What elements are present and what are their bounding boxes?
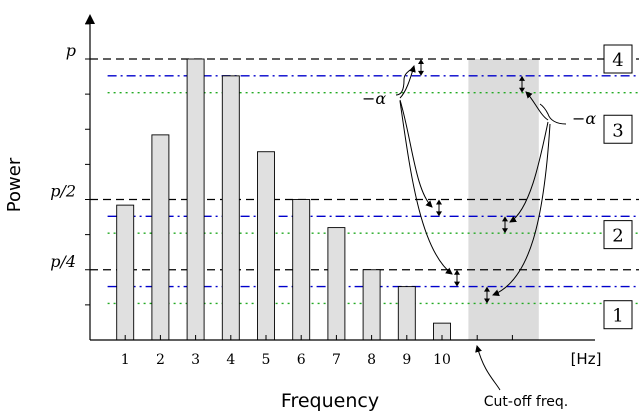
- band-label-4: 4: [612, 50, 623, 71]
- y-tick-label: p: [66, 41, 76, 60]
- bar-9: [397, 286, 416, 341]
- alpha-arrow-f: [492, 123, 551, 296]
- alpha-arrowhead: [484, 298, 490, 304]
- cutoff-arrow: [475, 345, 501, 391]
- x-tick-label: 1: [121, 352, 130, 368]
- bar-5: [257, 151, 275, 341]
- alpha-arrow-e: [509, 121, 549, 223]
- x-axis-unit: [Hz]: [571, 350, 602, 368]
- x-tick-label: 9: [402, 352, 411, 368]
- y-ticks: p p/2 p/4: [50, 23, 90, 306]
- x-tick-label: 4: [226, 352, 235, 368]
- alpha-arrowhead: [519, 75, 525, 81]
- bar-1: [116, 204, 135, 341]
- alpha-label-left: −α: [362, 89, 386, 108]
- alpha-annotations: [395, 59, 567, 304]
- alpha-arrowhead: [502, 216, 508, 222]
- bar-7: [327, 227, 346, 341]
- alpha-arrowhead: [484, 286, 490, 292]
- band-box-1: [603, 300, 633, 330]
- bar-4: [221, 75, 240, 341]
- cutoff-label: Cut-off freq.: [484, 394, 568, 410]
- alpha-brace-right: [539, 103, 567, 125]
- alpha-arrow-d: [525, 91, 549, 121]
- x-tick-label: 7: [332, 352, 341, 368]
- band-label-1: 1: [612, 306, 623, 327]
- band-box-2: [603, 220, 633, 250]
- alpha-arrowhead: [418, 59, 424, 64]
- x-tick-label: 10: [433, 352, 451, 368]
- band-box-3: [603, 114, 633, 144]
- y-axis-label: Power: [4, 157, 25, 212]
- band-label-3: 3: [612, 120, 623, 141]
- alpha-arrowhead: [436, 211, 442, 217]
- band-box-4: [603, 44, 633, 74]
- alpha-arrowhead: [502, 228, 508, 234]
- band-label-2: 2: [612, 226, 623, 247]
- alpha-brace-left: [395, 69, 411, 96]
- alpha-arrowhead: [454, 269, 460, 275]
- alpha-arrow-c: [399, 100, 453, 275]
- bar-3: [186, 58, 205, 341]
- x-axis-label: Frequency: [281, 390, 379, 412]
- x-ticks: 1 2 3 4 5 6 7 8 9 10: [121, 335, 513, 368]
- x-tick-label: 8: [367, 352, 376, 368]
- x-tick-label: 3: [191, 352, 200, 368]
- alpha-arrowhead: [436, 199, 442, 205]
- bar-8: [362, 269, 381, 341]
- cutoff-region: [468, 59, 539, 340]
- y-tick-label: p/4: [50, 252, 76, 271]
- y-tick-label: p/2: [50, 182, 76, 201]
- bar-6: [292, 199, 311, 341]
- alpha-label-right: −α: [572, 109, 596, 128]
- y-axis-arrow: [85, 14, 95, 24]
- alpha-arrowhead: [418, 70, 424, 76]
- x-tick-label: 5: [262, 352, 271, 368]
- bar-2: [151, 134, 170, 341]
- x-tick-label: 6: [297, 352, 306, 368]
- alpha-arrow-b: [399, 99, 433, 208]
- alpha-arrowhead: [454, 281, 460, 287]
- alpha-arrow-a: [399, 65, 416, 99]
- x-tick-label: 2: [156, 352, 165, 368]
- band-labels: 4 3 2 1: [603, 44, 633, 330]
- alpha-arrowhead: [519, 87, 525, 93]
